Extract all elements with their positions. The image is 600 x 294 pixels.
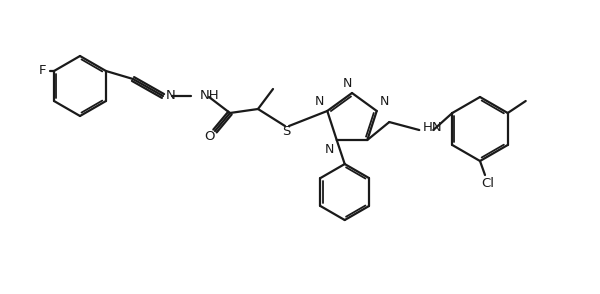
Text: F: F [38, 64, 46, 76]
Text: O: O [204, 129, 214, 143]
Text: N: N [325, 143, 334, 156]
Text: HN: HN [422, 121, 442, 133]
Text: N: N [166, 88, 176, 101]
Text: N: N [315, 95, 324, 108]
Text: N: N [343, 77, 352, 90]
Text: Cl: Cl [482, 176, 494, 190]
Text: NH: NH [200, 88, 220, 101]
Text: N: N [380, 95, 389, 108]
Text: S: S [282, 124, 290, 138]
